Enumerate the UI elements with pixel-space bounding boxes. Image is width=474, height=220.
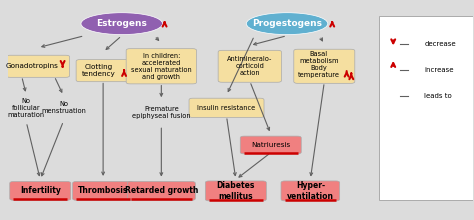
Text: Clotting
tendency: Clotting tendency (82, 64, 115, 77)
Text: Antimineralo-
corticoid
action: Antimineralo- corticoid action (227, 56, 273, 76)
FancyBboxPatch shape (126, 49, 197, 84)
Text: Diabetes
mellitus: Diabetes mellitus (217, 181, 255, 201)
FancyBboxPatch shape (73, 182, 134, 200)
Text: In children:
accelerated
sexual maturation
and growth: In children: accelerated sexual maturati… (131, 53, 191, 80)
Text: Estrogens: Estrogens (96, 19, 147, 28)
Text: increase: increase (424, 67, 454, 73)
FancyBboxPatch shape (128, 182, 195, 200)
FancyBboxPatch shape (281, 181, 340, 201)
Text: Basal
metabolism
Body
temperature: Basal metabolism Body temperature (298, 51, 340, 78)
Text: No
menstruation: No menstruation (41, 101, 86, 114)
Text: No
follicular
maturation: No follicular maturation (8, 98, 45, 118)
Text: Insulin resistance: Insulin resistance (197, 105, 255, 111)
FancyBboxPatch shape (294, 49, 355, 83)
FancyBboxPatch shape (8, 1, 474, 219)
Text: decrease: decrease (424, 41, 456, 47)
Text: leads to: leads to (424, 94, 452, 99)
Text: Hyper-
ventilation: Hyper- ventilation (287, 181, 334, 201)
Text: Infertility: Infertility (20, 186, 61, 195)
Text: Premature
epiphyseal fusion: Premature epiphyseal fusion (132, 106, 191, 119)
Ellipse shape (246, 13, 328, 35)
FancyBboxPatch shape (205, 181, 266, 201)
Text: Natriuresis: Natriuresis (251, 142, 291, 148)
FancyBboxPatch shape (6, 55, 70, 77)
FancyBboxPatch shape (379, 16, 474, 200)
Text: Gonadotropins: Gonadotropins (6, 63, 59, 69)
Ellipse shape (81, 13, 163, 35)
Text: Progestogens: Progestogens (252, 19, 322, 28)
FancyBboxPatch shape (240, 136, 301, 154)
Text: Retarded growth: Retarded growth (125, 186, 198, 195)
FancyBboxPatch shape (76, 60, 130, 82)
FancyBboxPatch shape (10, 182, 71, 200)
Text: Thrombosis: Thrombosis (78, 186, 128, 195)
FancyBboxPatch shape (189, 98, 264, 117)
FancyBboxPatch shape (218, 50, 282, 82)
